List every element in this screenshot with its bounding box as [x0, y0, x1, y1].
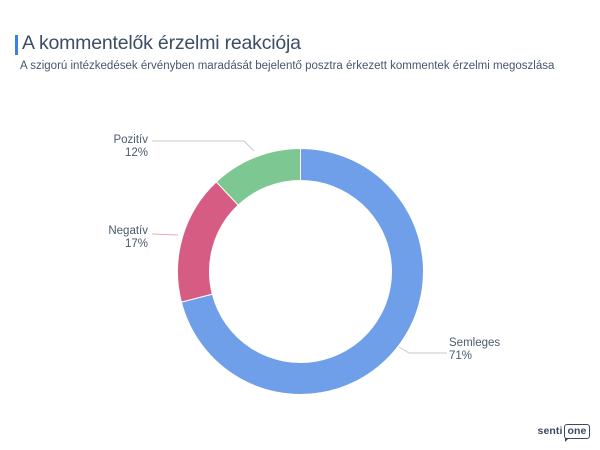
slice-label-pozitiv-percent: 12% [124, 146, 148, 159]
page-subtitle: A szigorú intézkedések érvényben maradás… [20, 60, 555, 72]
sentione-logo-prefix: senti [537, 425, 563, 438]
slice-label-negativ-name: Negatív [108, 225, 148, 237]
pie-slice-pozitiv[interactable] [215, 147, 301, 206]
slice-label-negativ-percent: 17% [124, 237, 148, 250]
sentione-logo-bubble: one [564, 424, 590, 441]
slice-label-semleges: Semleges 71% [449, 337, 500, 362]
page-title: A kommentelők érzelmi reakciója [22, 32, 301, 54]
pie-slice-semleges[interactable] [180, 147, 424, 395]
connector-line-semleges [398, 346, 447, 354]
title-accent-bar [15, 35, 18, 55]
connector-line-negativ [151, 233, 179, 236]
pie-slice-negativ[interactable] [177, 181, 239, 303]
connector-line-pozitiv [152, 140, 255, 152]
sentione-logo: senti one [537, 424, 590, 441]
slice-label-pozitiv-name: Pozitív [113, 134, 148, 146]
slice-label-pozitiv: Pozitív 12% [113, 134, 148, 159]
slice-label-semleges-percent: 71% [449, 349, 473, 362]
slice-label-negativ: Negatív 17% [108, 225, 148, 250]
slice-label-semleges-name: Semleges [449, 337, 501, 349]
